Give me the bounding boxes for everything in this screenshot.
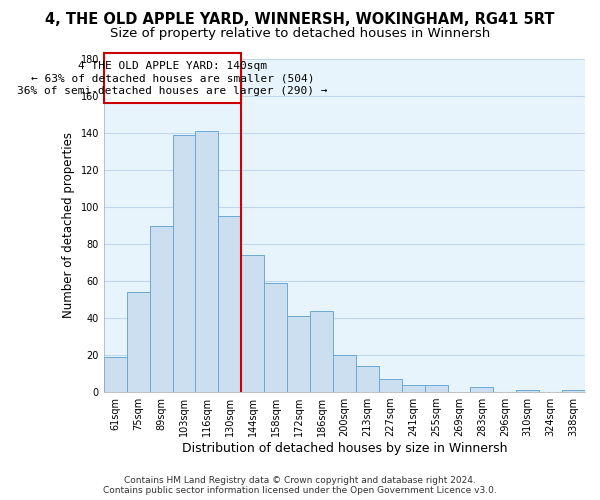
Bar [127,292,149,392]
Text: Contains HM Land Registry data © Crown copyright and database right 2024.
Contai: Contains HM Land Registry data © Crown c… [103,476,497,495]
Text: 36% of semi-detached houses are larger (290) →: 36% of semi-detached houses are larger (… [17,86,328,96]
Bar [356,366,379,392]
Text: 4 THE OLD APPLE YARD: 140sqm: 4 THE OLD APPLE YARD: 140sqm [78,61,267,71]
Bar [470,386,493,392]
Bar [149,226,173,392]
Bar [562,390,585,392]
Bar [287,316,310,392]
Bar [218,216,241,392]
Text: 4, THE OLD APPLE YARD, WINNERSH, WOKINGHAM, RG41 5RT: 4, THE OLD APPLE YARD, WINNERSH, WOKINGH… [45,12,555,28]
X-axis label: Distribution of detached houses by size in Winnersh: Distribution of detached houses by size … [182,442,507,455]
Text: ← 63% of detached houses are smaller (504): ← 63% of detached houses are smaller (50… [31,74,314,84]
Bar [333,355,356,392]
Bar [425,384,448,392]
Bar [379,379,401,392]
Text: Size of property relative to detached houses in Winnersh: Size of property relative to detached ho… [110,28,490,40]
Bar [104,357,127,392]
Bar [310,310,333,392]
Y-axis label: Number of detached properties: Number of detached properties [62,132,75,318]
Bar [516,390,539,392]
Bar [241,255,264,392]
Bar [196,131,218,392]
Bar [401,384,425,392]
Bar [264,283,287,392]
Bar [173,135,196,392]
FancyBboxPatch shape [104,54,241,104]
